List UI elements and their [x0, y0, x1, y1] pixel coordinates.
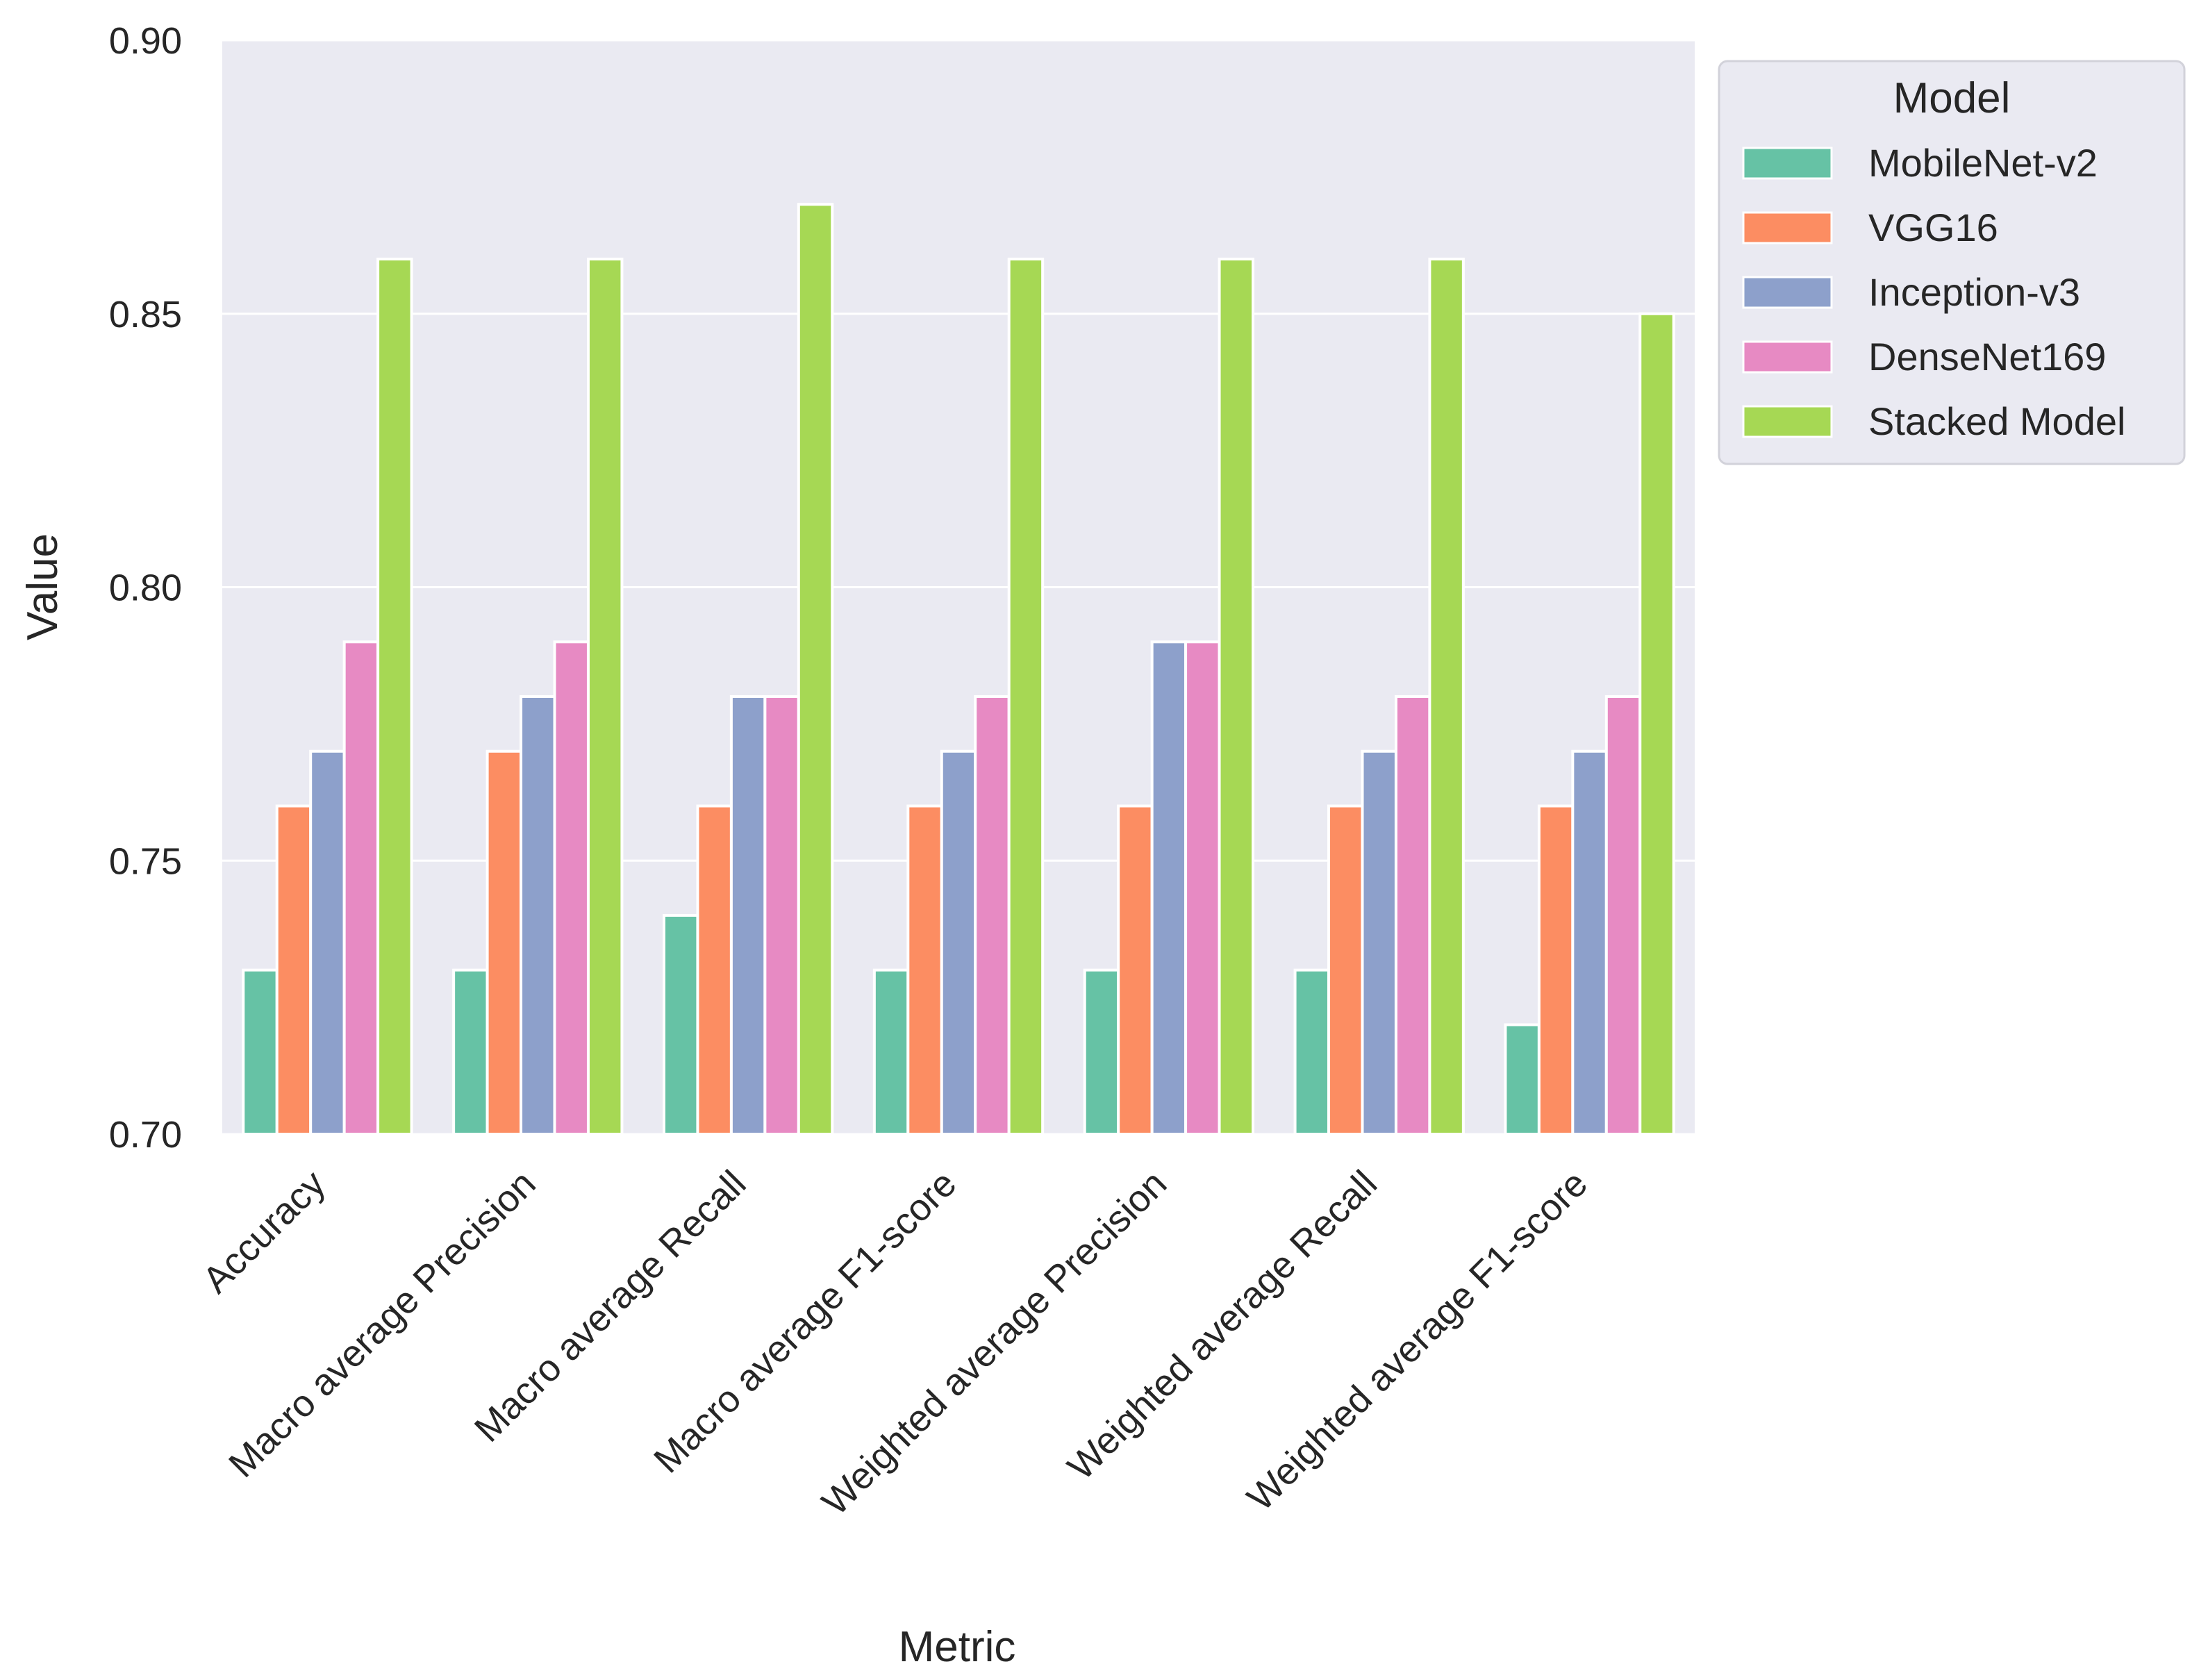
bar-mobilenet-v2-6: [1504, 1023, 1541, 1136]
y-tick-label: 0.75: [109, 840, 182, 882]
bar-vgg16-5: [1327, 804, 1364, 1136]
legend-label: Inception-v3: [1868, 270, 2080, 314]
y-axis-ticks: 0.70 0.75 0.80 0.85 0.90: [109, 20, 182, 1156]
y-tick-label: 0.80: [109, 567, 182, 609]
y-tick-label: 0.90: [109, 20, 182, 62]
bar-vgg16-3: [906, 804, 943, 1136]
bar-stacked-model-1: [586, 258, 624, 1136]
y-tick-label: 0.70: [109, 1114, 182, 1156]
legend-label: Stacked Model: [1868, 399, 2125, 443]
legend-label: DenseNet169: [1868, 335, 2106, 379]
x-tick-label: Weighted average F1-score: [1239, 1163, 1595, 1519]
bar-stacked-model-2: [797, 203, 834, 1136]
bar-stacked-model-3: [1007, 258, 1045, 1136]
bar-inception-v3-2: [729, 695, 767, 1136]
bar-stacked-model-6: [1638, 312, 1675, 1136]
bar-inception-v3-5: [1361, 749, 1397, 1136]
bar-mobilenet-v2-3: [872, 968, 910, 1136]
bar-stacked-model-4: [1218, 258, 1254, 1136]
x-axis-label: Metric: [899, 1623, 1016, 1671]
bar-vgg16-2: [696, 804, 733, 1136]
bars: [242, 203, 1675, 1136]
bar-stacked-model-0: [376, 258, 413, 1136]
bar-mobilenet-v2-2: [663, 914, 699, 1136]
bar-vgg16-4: [1117, 804, 1154, 1136]
bar-densenet169-1: [553, 640, 590, 1136]
legend-swatch: [1742, 211, 1833, 244]
bar-inception-v3-3: [940, 749, 977, 1136]
y-tick-label: 0.85: [109, 294, 182, 335]
legend-swatch: [1742, 405, 1833, 438]
bar-mobilenet-v2-1: [452, 968, 489, 1136]
bar-mobilenet-v2-0: [242, 968, 279, 1136]
bar-mobilenet-v2-4: [1083, 968, 1120, 1136]
bar-densenet169-4: [1184, 640, 1221, 1136]
bar-inception-v3-6: [1571, 749, 1608, 1136]
bar-inception-v3-4: [1150, 640, 1188, 1136]
bar-stacked-model-5: [1428, 258, 1465, 1136]
bar-inception-v3-1: [520, 695, 556, 1136]
bar-mobilenet-v2-5: [1293, 968, 1331, 1136]
bar-vgg16-0: [275, 804, 313, 1136]
legend-label: MobileNet-v2: [1868, 141, 2098, 185]
legend-title: Model: [1893, 74, 2011, 122]
bar-densenet169-3: [974, 695, 1011, 1136]
x-tick-label: Accuracy: [194, 1163, 333, 1301]
legend: Model MobileNet-v2 VGG16 Inception-v3 Dense…: [1718, 60, 2186, 465]
bar-densenet169-6: [1604, 695, 1642, 1136]
legend-swatch: [1742, 147, 1833, 180]
bar-vgg16-1: [485, 749, 523, 1136]
legend-swatch: [1742, 340, 1833, 374]
legend-swatch: [1742, 276, 1833, 309]
legend-frame: [1718, 60, 2186, 465]
bar-densenet169-5: [1394, 695, 1431, 1136]
legend-label: VGG16: [1868, 206, 1998, 249]
bar-densenet169-0: [342, 640, 380, 1136]
y-axis-label: Value: [19, 533, 67, 640]
x-tick-label: Weighted average Precision: [814, 1163, 1174, 1523]
bar-densenet169-2: [763, 695, 800, 1136]
bar-inception-v3-0: [309, 749, 346, 1136]
bar-vgg16-6: [1537, 804, 1575, 1136]
